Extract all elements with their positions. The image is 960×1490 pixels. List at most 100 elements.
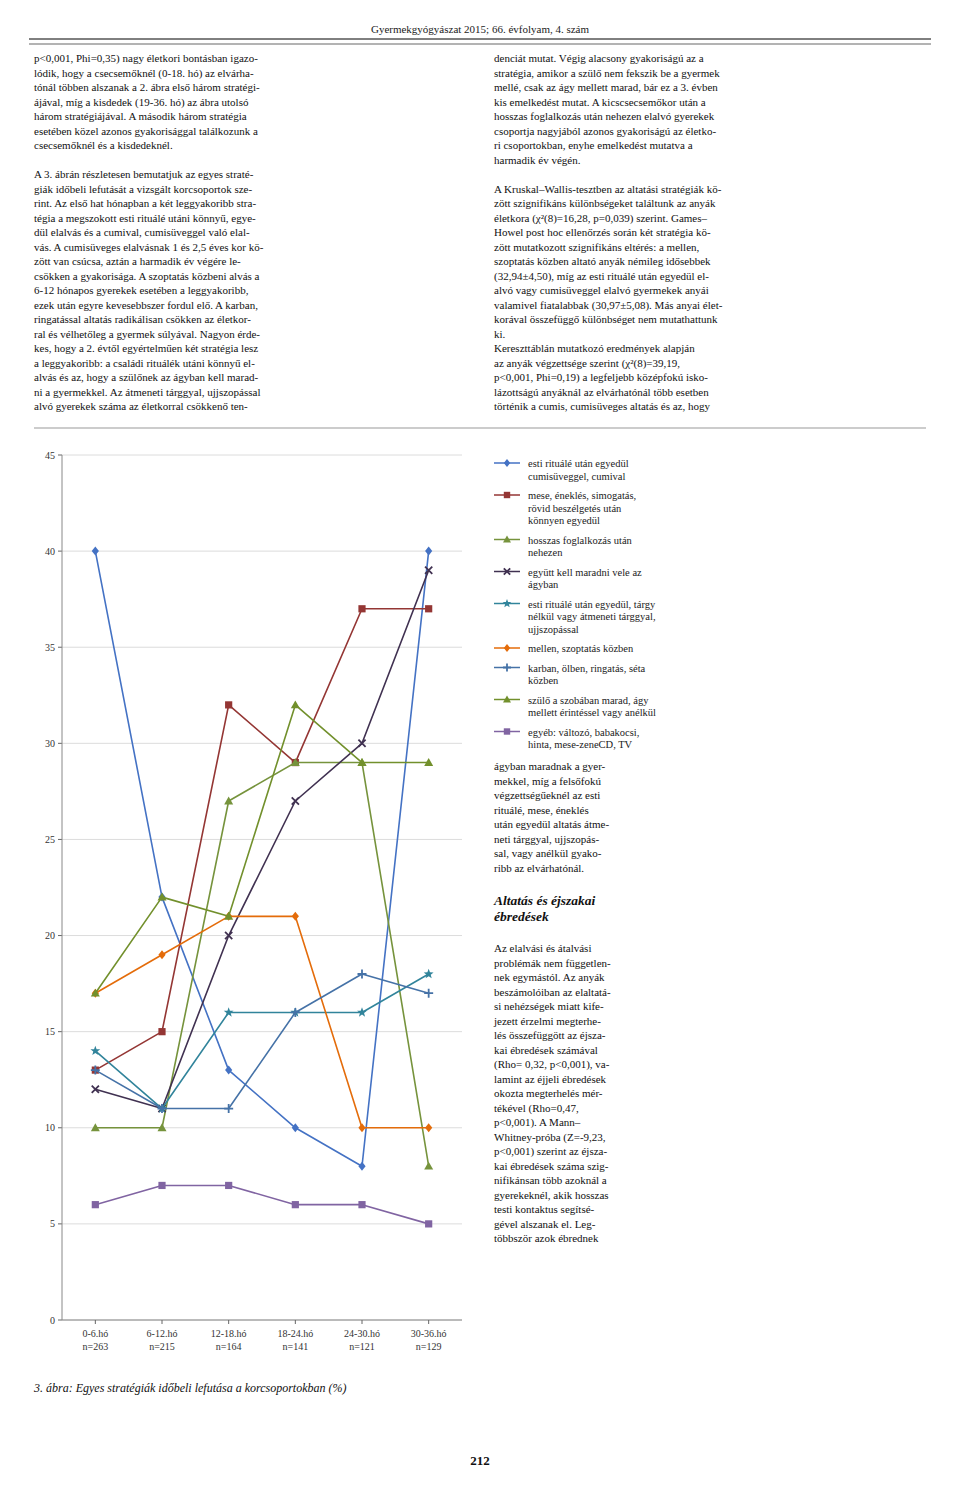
- data-point: [358, 1162, 365, 1171]
- data-point: [224, 1007, 234, 1016]
- body-text: nifikánsan több azoknál a: [494, 1174, 607, 1186]
- y-tick: [58, 1223, 62, 1224]
- text-line: együtt kell maradni vele az: [528, 567, 642, 578]
- x-tick: [428, 1320, 429, 1324]
- body-text: lés összefüggött az éjsza-: [494, 1029, 606, 1041]
- body-text: az anyák végzettsége szerint (χ²(8)=39,1…: [494, 357, 680, 370]
- legend-marker: [504, 568, 510, 574]
- body-text: ki.: [494, 328, 506, 340]
- series: [92, 912, 433, 1132]
- text-line: Altatás és éjszakai: [493, 893, 596, 908]
- body-text: denciát mutat. Végig alacsony gyakoriság…: [494, 52, 704, 64]
- text-line: ágyban: [528, 579, 559, 590]
- text-line: n=215: [149, 1341, 175, 1352]
- data-point: [292, 797, 299, 804]
- series-line: [95, 974, 428, 1109]
- series: [91, 970, 433, 1114]
- grid-line: [62, 1031, 462, 1032]
- data-point: [225, 912, 232, 921]
- data-point: [358, 758, 367, 766]
- data-point: [292, 912, 299, 921]
- y-tick: [58, 1320, 62, 1321]
- legend-label: esti rituálé után egyedülcumisüveggel, c…: [528, 458, 629, 482]
- series: [90, 969, 433, 1113]
- text-line: 30-36.hó: [411, 1328, 447, 1339]
- legend-marker: [504, 728, 510, 734]
- data-point: [91, 1066, 100, 1075]
- body-text: testi kontaktus segítsé-: [494, 1203, 595, 1215]
- body-text: után egyedül altatás átme-: [494, 818, 609, 830]
- text-line: 0-6.hó: [82, 1328, 108, 1339]
- data-point: [158, 950, 165, 959]
- data-point: [290, 1007, 300, 1016]
- body-text: rint. Az első hat hónapban a két leggyak…: [34, 197, 256, 209]
- body-text: ribb az elvárhatónál.: [494, 862, 584, 874]
- body-text: vás. A cumisüveges elalvásnak 1 és 2,5 é…: [34, 241, 264, 253]
- body-text: kis emelkedést mutat. A kicscsecsemőkor …: [494, 96, 706, 108]
- body-text: tónál többen alszanak a 2. ábra első hár…: [34, 81, 260, 93]
- body-text: Az elalvási és átalvási: [494, 942, 591, 954]
- text-line: nehezen: [528, 547, 563, 558]
- chart: 0510152025303540450-6.hón=2636-12.hón=21…: [45, 450, 462, 1352]
- text-line: n=263: [83, 1341, 109, 1352]
- text-line: közben: [528, 675, 559, 686]
- text-line: egyéb: változó, babakocsi,: [528, 727, 639, 738]
- data-point: [91, 1123, 100, 1131]
- body-text: szoptatás közben altató anyák némileg id…: [494, 255, 711, 267]
- body-text: beszámolóiban az elaltatá-: [494, 986, 611, 998]
- y-axis: [62, 455, 63, 1320]
- x-tick: [362, 1320, 363, 1324]
- body-text: Whitney-próba (Z=-9,23,: [494, 1131, 606, 1144]
- page-number: 212: [470, 1453, 490, 1468]
- legend-marker: [503, 696, 511, 703]
- data-point: [291, 1008, 300, 1017]
- body-text: rituálé, mese, éneklés: [494, 804, 589, 816]
- body-text: (Rho= 0,32, p<0,001), va-: [494, 1058, 610, 1071]
- grid-line: [62, 455, 462, 456]
- data-point: [158, 893, 167, 901]
- series-line: [95, 974, 428, 1109]
- body-text: ral és vélhetőleg a gyermek súlyával. Na…: [34, 328, 260, 340]
- series-line: [95, 551, 428, 1166]
- body-text: 6-12 hónapos gyerekek esetében a leggyak…: [34, 284, 249, 296]
- body-text: tékével (Rho=0,47,: [494, 1102, 579, 1115]
- data-point: [224, 1104, 233, 1113]
- legend-marker: [503, 536, 511, 543]
- body-text: si nehézségek miatt kife-: [494, 1000, 604, 1012]
- page: Gyermekgyógyászat 2015; 66. évfolyam, 4.…: [0, 0, 960, 1490]
- text-line: n=129: [416, 1341, 442, 1352]
- data-point: [425, 547, 432, 556]
- x-tick-label: 6-12.hón=215: [147, 1328, 178, 1352]
- text-line: mellen, szoptatás közben: [528, 643, 634, 654]
- text-line: ébredések: [494, 909, 549, 924]
- y-tick-label: 30: [45, 738, 55, 749]
- grid-line: [62, 1223, 462, 1224]
- legend-marker: [503, 664, 511, 672]
- body-text: Kereszttáblán mutatkozó eredmények alapj…: [494, 342, 695, 354]
- header-rule: [29, 39, 931, 40]
- body-text: mekkel, míg a felsőfokú: [494, 775, 601, 787]
- data-point: [425, 1220, 432, 1227]
- data-point: [358, 1201, 365, 1208]
- body-text: hosszas foglalkozás után nehezen elalvó …: [494, 110, 715, 122]
- series-line: [95, 916, 428, 1127]
- y-tick-label: 35: [45, 642, 55, 653]
- data-point: [225, 1066, 232, 1075]
- body-text: többször azok ébrednek: [494, 1232, 599, 1244]
- y-tick-label: 40: [45, 546, 55, 557]
- legend-label: esti rituálé után egyedül, tárgynélkül v…: [528, 599, 656, 635]
- data-point: [291, 700, 300, 708]
- data-point: [158, 1028, 165, 1035]
- text-line: n=121: [349, 1341, 375, 1352]
- data-point: [158, 1182, 165, 1189]
- body-text: p<0,001). A Mann–: [494, 1116, 581, 1129]
- body-text: p<0,001, Phi=0,35) nagy életkori bontásb…: [34, 52, 258, 65]
- data-point: [92, 1086, 99, 1093]
- legend-marker: [504, 492, 510, 498]
- body-text: kai ébredések száma szig-: [494, 1160, 609, 1172]
- body-text: kai ébredések számával: [494, 1044, 598, 1056]
- x-tick: [162, 1320, 163, 1324]
- body-text: dül elalvás és a cumival, cumisüveggel v…: [34, 226, 250, 238]
- body-text: harmadik év végén.: [494, 154, 581, 166]
- y-tick: [58, 551, 62, 552]
